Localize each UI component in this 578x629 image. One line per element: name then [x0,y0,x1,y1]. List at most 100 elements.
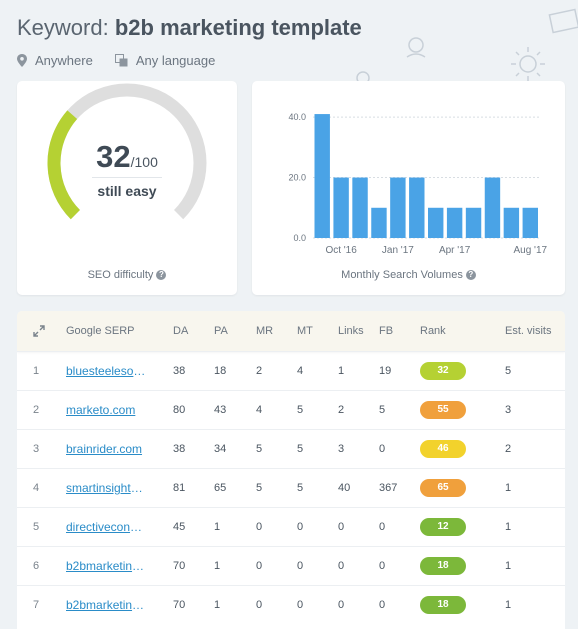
cell-fb: 0 [379,599,386,611]
header-fb[interactable]: FB [379,325,394,337]
rank-badge: 55 [420,401,466,419]
cell-mr: 5 [256,482,263,494]
header-mt[interactable]: MT [297,325,313,337]
cell-links: 40 [338,482,351,494]
volume-bar[interactable] [446,207,463,238]
cell-mt: 0 [297,599,304,611]
location-pin-icon [17,54,27,67]
volume-bar[interactable] [484,177,501,238]
cell-mr: 0 [256,560,263,572]
cell-da: 70 [173,599,186,611]
cell-fb: 0 [379,443,386,455]
rank-badge: 18 [420,557,466,575]
volume-bar[interactable] [503,207,520,238]
cell-da: 70 [173,560,186,572]
volume-bar[interactable] [371,207,387,238]
serp-url-cell: bluesteelesolutions.com [66,352,148,390]
row-number: 6 [33,560,40,572]
serp-url-link[interactable]: b2bmarketing.net [66,559,148,574]
row-number: 4 [33,482,40,494]
seo-score-value: 32 [96,139,131,174]
table-row: 5 directiveconsulting.com 45 1 0 0 0 0 12 1 [17,507,565,546]
cell-fb: 0 [379,560,386,572]
seo-gauge [47,83,207,220]
volume-bar[interactable] [465,207,482,238]
cell-links: 3 [338,443,345,455]
volume-bar[interactable] [314,114,330,238]
cell-fb: 19 [379,365,392,377]
row-number: 5 [33,521,40,533]
cell-pa: 1 [214,521,221,533]
table-row: 6 b2bmarketing.net 70 1 0 0 0 0 18 1 [17,546,565,585]
cell-pa: 65 [214,482,227,494]
header-mr[interactable]: MR [256,325,274,337]
expand-icon[interactable] [33,311,45,354]
serp-url-cell: directiveconsulting.com [66,508,148,546]
header-est-visits[interactable]: Est. visits [505,325,552,337]
volume-bar[interactable] [428,207,444,238]
cell-mr: 0 [256,521,263,533]
volume-bar[interactable] [409,177,425,238]
header-links[interactable]: Links [338,325,364,337]
serp-url-link[interactable]: smartinsights.com [66,481,148,496]
picture-doodle-icon [548,8,578,34]
row-number: 2 [33,404,40,416]
volume-bar[interactable] [522,207,538,238]
rank-badge: 32 [420,362,466,380]
cell-mr: 5 [256,443,263,455]
serp-url-cell: b2bmarketing.net [66,586,148,624]
cell-da: 45 [173,521,186,533]
cell-est-visits: 1 [505,521,512,533]
header-pa[interactable]: PA [214,325,228,337]
cell-mt: 5 [297,482,304,494]
help-icon[interactable]: ? [156,270,167,280]
serp-url-link[interactable]: directiveconsulting.com [66,520,148,535]
header-da[interactable]: DA [173,325,189,337]
x-tick-label: Jan '17 [382,245,414,256]
language-filter[interactable]: Any language [114,53,215,68]
header-rank[interactable]: Rank [420,325,446,337]
cell-pa: 1 [214,599,221,611]
volume-bar[interactable] [390,177,406,238]
rank-badge: 12 [420,518,466,536]
seo-difficulty-card: 32/100 still easy SEO difficulty ? [17,81,237,295]
cell-pa: 18 [214,365,227,377]
cell-da: 80 [173,404,186,416]
y-tick-label: 40.0 [288,112,306,122]
search-volume-chart: 40.0 20.0 0.0 Oct '16 Jan '17 Apr '17 Aug '17 [288,112,547,256]
header-serp[interactable]: Google SERP [66,325,135,337]
x-tick-label: Oct '16 [325,245,357,256]
serp-url-cell: marketo.com [66,391,148,429]
volume-bar[interactable] [333,177,349,238]
location-filter[interactable]: Anywhere [17,53,93,68]
gauge-divider [92,177,162,178]
rank-badge: 46 [420,440,466,458]
location-label: Anywhere [35,53,93,68]
x-tick-label: Apr '17 [439,245,471,256]
cell-da: 38 [173,365,186,377]
cell-mt: 5 [297,443,304,455]
help-icon[interactable]: ? [465,270,476,280]
cell-links: 0 [338,599,345,611]
x-tick-label: Aug '17 [513,245,547,256]
cell-links: 2 [338,404,345,416]
serp-url-link[interactable]: bluesteelesolutions.com [66,364,148,379]
cell-fb: 367 [379,482,398,494]
page-title: Keyword: b2b marketing template [17,15,362,41]
seo-score-max: /100 [130,154,158,170]
serp-url-link[interactable]: brainrider.com [66,442,143,457]
title-prefix: Keyword: [17,15,109,40]
serp-url-link[interactable]: marketo.com [66,403,136,418]
seo-caption: SEO difficulty ? [17,269,237,281]
cell-mt: 5 [297,404,304,416]
cell-mr: 0 [256,599,263,611]
serp-url-link[interactable]: b2bmarketing.net [66,598,148,613]
cell-mt: 4 [297,365,304,377]
title-keyword: b2b marketing template [114,15,362,40]
volume-bar[interactable] [352,177,368,238]
language-icon [114,54,128,67]
volume-caption-text: Monthly Search Volumes [341,269,463,281]
serp-url-cell: b2bmarketing.net [66,547,148,585]
cell-links: 0 [338,521,345,533]
row-number: 7 [33,599,40,611]
